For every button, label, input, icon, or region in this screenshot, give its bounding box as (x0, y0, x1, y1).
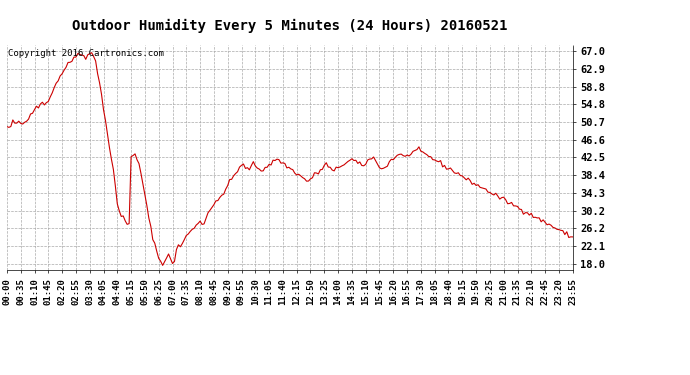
Text: Outdoor Humidity Every 5 Minutes (24 Hours) 20160521: Outdoor Humidity Every 5 Minutes (24 Hou… (72, 19, 508, 33)
Text: Copyright 2016 Cartronics.com: Copyright 2016 Cartronics.com (8, 50, 164, 58)
Text: Humidity  (%): Humidity (%) (529, 37, 606, 47)
